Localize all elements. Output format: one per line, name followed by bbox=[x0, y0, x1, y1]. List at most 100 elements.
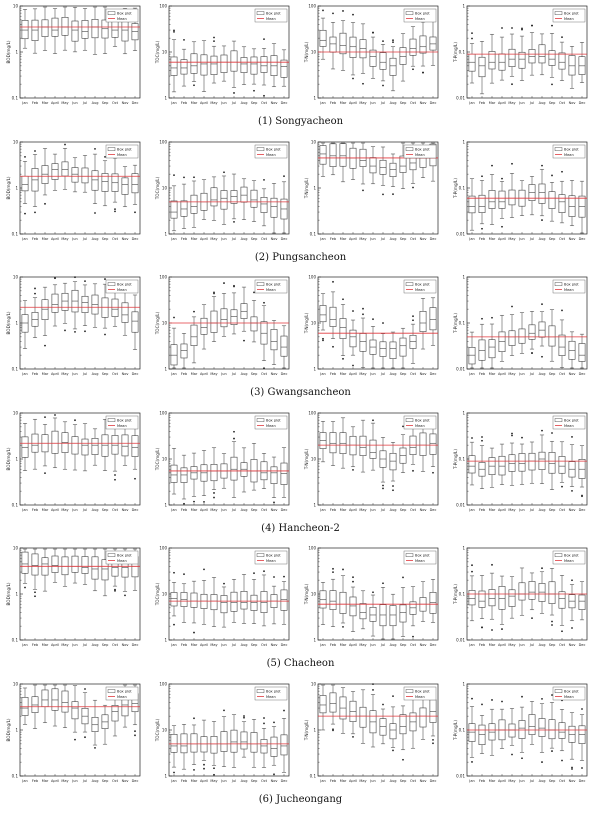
y-tick-label: 1 bbox=[164, 367, 167, 372]
x-tick-label: Jun bbox=[71, 779, 77, 783]
x-tick-label: May bbox=[508, 101, 515, 105]
box-jun bbox=[220, 54, 228, 73]
outlier-point bbox=[402, 576, 404, 579]
outlier-point bbox=[352, 576, 354, 579]
outlier-point bbox=[501, 27, 503, 29]
x-tick-label: Jun bbox=[71, 101, 77, 105]
x-tick-label: Jan bbox=[319, 101, 325, 105]
outlier-point bbox=[322, 337, 324, 340]
x-tick-label: Jul bbox=[529, 508, 534, 512]
x-tick-label: May bbox=[508, 508, 515, 512]
box-dec bbox=[131, 23, 139, 41]
x-tick-label: Dec bbox=[132, 237, 139, 241]
box-jul bbox=[81, 556, 89, 574]
x-tick-label: Feb bbox=[181, 643, 188, 647]
box-dec bbox=[429, 307, 437, 331]
outlier-point bbox=[332, 345, 334, 348]
box-april bbox=[498, 455, 506, 476]
box-oct bbox=[111, 705, 119, 722]
x-tick-label: Jun bbox=[220, 779, 226, 783]
x-tick-label: Sep bbox=[400, 372, 407, 376]
y-tick-label: 1 bbox=[462, 4, 465, 9]
box-mar bbox=[41, 19, 49, 37]
outlier-point bbox=[193, 84, 195, 87]
legend-box-swatch bbox=[405, 418, 414, 422]
box-aug bbox=[91, 438, 99, 455]
x-tick-label: April bbox=[349, 372, 357, 376]
x-tick-label: Jul bbox=[82, 101, 87, 105]
outlier-point bbox=[243, 715, 245, 717]
x-tick-label: May bbox=[359, 101, 366, 105]
legend-box-label: Box plot bbox=[564, 282, 579, 286]
y-tick-label: 100 bbox=[159, 682, 167, 687]
y-tick-label: 1 bbox=[15, 321, 18, 326]
box-may bbox=[508, 189, 516, 206]
x-tick-label: Feb bbox=[32, 237, 39, 241]
legend-mean-label: Mean bbox=[415, 695, 425, 699]
x-tick-label: Jan bbox=[170, 779, 176, 783]
legend-box-swatch bbox=[256, 689, 265, 693]
x-tick-label: April bbox=[498, 101, 506, 105]
y-tick-label: 0.1 bbox=[310, 232, 317, 237]
box-jan bbox=[319, 305, 327, 323]
box-jun bbox=[518, 328, 526, 344]
legend-box-swatch bbox=[107, 418, 116, 422]
legend-box-swatch bbox=[554, 553, 563, 557]
y-tick-label: 1 bbox=[15, 728, 18, 733]
box-jul bbox=[379, 718, 387, 736]
box-jul bbox=[379, 341, 387, 357]
box-may bbox=[508, 48, 516, 67]
y-tick-label: 1 bbox=[164, 638, 167, 643]
x-tick-label: April bbox=[498, 779, 506, 783]
box-may bbox=[508, 589, 516, 607]
x-tick-label: Feb bbox=[479, 372, 486, 376]
legend-box-swatch bbox=[405, 147, 414, 151]
box-aug bbox=[91, 556, 99, 580]
x-tick-label: Dec bbox=[132, 508, 139, 512]
outlier-point bbox=[213, 767, 215, 770]
y-tick-label: 10 bbox=[311, 50, 317, 55]
y-tick-label: 0.1 bbox=[459, 457, 466, 462]
x-tick-label: Mar bbox=[340, 643, 347, 647]
x-tick-label: Oct bbox=[112, 643, 119, 647]
x-tick-label: April bbox=[51, 508, 59, 512]
x-tick-label: Sep bbox=[549, 508, 556, 512]
x-tick-label: Nov bbox=[569, 508, 576, 512]
box-feb bbox=[478, 590, 486, 608]
y-axis-label: TOC(mg/L) bbox=[155, 176, 160, 200]
x-tick-label: Jun bbox=[518, 779, 524, 783]
outlier-point bbox=[332, 280, 334, 283]
x-tick-label: Aug bbox=[92, 372, 99, 376]
y-axis-label: BOD(mg/L) bbox=[6, 447, 11, 470]
outlier-point bbox=[551, 174, 553, 177]
legend-mean-label: Mean bbox=[117, 17, 127, 21]
x-tick-label: Jan bbox=[468, 237, 474, 241]
x-tick-label: April bbox=[51, 643, 59, 647]
outlier-point bbox=[233, 430, 235, 433]
outlier-point bbox=[471, 32, 473, 35]
outlier-point bbox=[571, 579, 573, 582]
box-aug bbox=[240, 731, 248, 750]
y-tick-label: 100 bbox=[159, 4, 167, 9]
x-tick-label: April bbox=[349, 101, 357, 105]
x-tick-label: Oct bbox=[261, 779, 268, 783]
box-aug bbox=[389, 341, 397, 359]
box-aug bbox=[538, 321, 546, 338]
legend-mean-label: Mean bbox=[117, 424, 127, 428]
box-jun bbox=[369, 606, 377, 622]
panel-hancheon-2-bod: 0.1 1 10 BOD(mg/L) Jan Feb Mar April May Jun Jul Au… bbox=[6, 411, 141, 512]
outlier-point bbox=[84, 736, 86, 739]
box-mar bbox=[339, 318, 347, 339]
y-axis-label: T-P(mg/L) bbox=[453, 720, 458, 741]
x-tick-label: Nov bbox=[569, 101, 576, 105]
box-mar bbox=[339, 143, 347, 167]
y-tick-label: 1 bbox=[462, 411, 465, 416]
y-tick-label: 100 bbox=[159, 411, 167, 416]
outlier-point bbox=[541, 219, 543, 221]
outlier-point bbox=[253, 291, 255, 294]
box-april bbox=[349, 435, 357, 456]
x-tick-label: Mar bbox=[191, 101, 198, 105]
box-sep bbox=[101, 434, 109, 457]
panel-hancheon-2-toc: 1 10 100 TOC(mg/L) Jan Feb Mar April May Jun Jul Au… bbox=[155, 411, 290, 512]
outlier-point bbox=[571, 768, 573, 770]
